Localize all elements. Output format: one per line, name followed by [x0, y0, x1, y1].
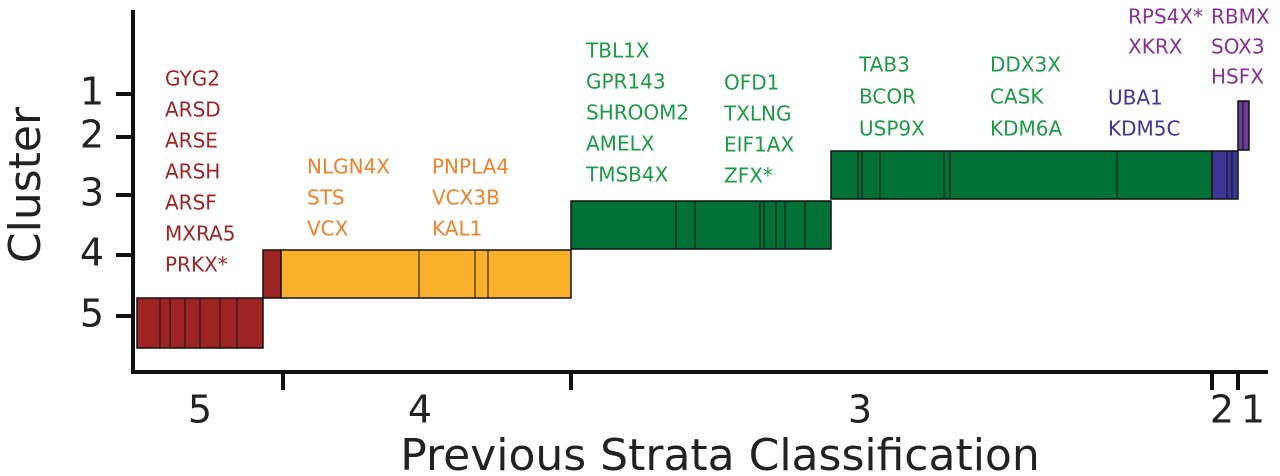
gene-label: AMELX	[586, 132, 655, 156]
gene-label: OFD1	[724, 71, 779, 95]
gene-label: KDM5C	[1108, 117, 1180, 141]
gene-labels-layer: GYG2 ARSD ARSE ARSH ARSF MXRA5 PRKX* NLGN4X STS V…	[165, 5, 1270, 277]
gene-label: KAL1	[432, 217, 482, 241]
x-axis-label: Previous Strata Classification	[400, 430, 1040, 476]
gene-label: TXLNG	[723, 102, 792, 126]
genes-blue: UBA1 KDM5C	[1108, 86, 1180, 141]
x-tick-label: 4	[408, 388, 432, 432]
gene-label: KDM6A	[990, 117, 1062, 141]
gene-label: GPR143	[586, 70, 666, 94]
gene-label: PRKX*	[165, 253, 228, 277]
gene-label: ARSD	[165, 98, 221, 122]
gene-label: NLGN4X	[307, 155, 390, 179]
axes-layer	[131, 10, 1268, 374]
gene-label: PNPLA4	[432, 155, 509, 179]
genes-red: GYG2 ARSD ARSE ARSH ARSF MXRA5 PRKX*	[165, 67, 235, 277]
block-cluster2-green	[830, 150, 1213, 200]
genes-green-3: TAB3 BCOR USP9X	[858, 53, 925, 141]
gene-label: DDX3X	[990, 53, 1061, 77]
block-cluster1-purple	[1237, 100, 1250, 151]
block-cluster2-blue	[1211, 150, 1239, 200]
gene-label: STS	[307, 186, 345, 210]
gene-label: XKRX	[1128, 35, 1183, 59]
gene-label: MXRA5	[165, 222, 235, 246]
blocks-layer	[136, 100, 1250, 349]
x-tick-label: 1	[1241, 388, 1265, 432]
gene-label: ZFX*	[724, 164, 773, 188]
genes-green-1: TBL1X GPR143 SHROOM2 AMELX TMSB4X	[585, 39, 689, 187]
x-tick-label: 3	[848, 388, 872, 432]
gene-label: HSFX	[1211, 65, 1264, 89]
x-tick-label: 2	[1210, 388, 1234, 432]
block-cluster3-green-rect	[570, 200, 832, 250]
gene-label: EIF1AX	[724, 133, 794, 157]
gene-label: SHROOM2	[586, 101, 689, 125]
block-cluster2-green-rect	[830, 150, 1213, 200]
gene-label: SOX3	[1211, 35, 1265, 59]
y-tick-label: 2	[80, 113, 104, 157]
y-tick-label: 3	[80, 171, 104, 215]
y-tick-label: 4	[80, 231, 104, 275]
block-cluster4-red	[262, 249, 282, 299]
gene-label: ARSF	[165, 191, 217, 215]
block-cluster5-red	[136, 297, 264, 349]
gene-label: RBMX	[1211, 5, 1270, 29]
gene-label: TMSB4X	[585, 163, 669, 187]
x-tick-label: 5	[188, 388, 212, 432]
gene-label: ARSH	[165, 160, 220, 184]
gene-label: RPS4X*	[1128, 5, 1203, 29]
gene-label: USP9X	[859, 117, 925, 141]
genes-orange-2: PNPLA4 VCX3B KAL1	[432, 155, 509, 241]
genes-purple-1: RPS4X* XKRX	[1128, 5, 1203, 59]
block-cluster4-orange	[280, 249, 572, 299]
genes-green-2: OFD1 TXLNG EIF1AX ZFX*	[723, 71, 794, 188]
block-cluster2-blue-rect	[1211, 150, 1239, 200]
gene-label: GYG2	[165, 67, 220, 91]
block-cluster4-orange-rect	[280, 249, 572, 299]
block-cluster4-red-rect	[262, 249, 282, 299]
genes-orange-1: NLGN4X STS VCX	[307, 155, 390, 241]
y-tick-label: 5	[80, 292, 104, 336]
y-tick-label: 1	[80, 70, 104, 114]
genes-green-4: DDX3X CASK KDM6A	[990, 53, 1062, 141]
gene-label: ARSE	[165, 129, 218, 153]
gene-label: VCX	[307, 217, 349, 241]
gene-label: BCOR	[859, 85, 916, 109]
genes-purple-2: RBMX SOX3 HSFX	[1211, 5, 1270, 89]
gene-label: UBA1	[1108, 86, 1163, 110]
block-cluster3-green	[570, 200, 832, 250]
gene-label: CASK	[990, 85, 1044, 109]
gene-label: VCX3B	[432, 186, 500, 210]
gene-label: TAB3	[858, 53, 910, 77]
y-axis-label: Cluster	[0, 106, 51, 263]
gene-label: TBL1X	[585, 39, 650, 63]
